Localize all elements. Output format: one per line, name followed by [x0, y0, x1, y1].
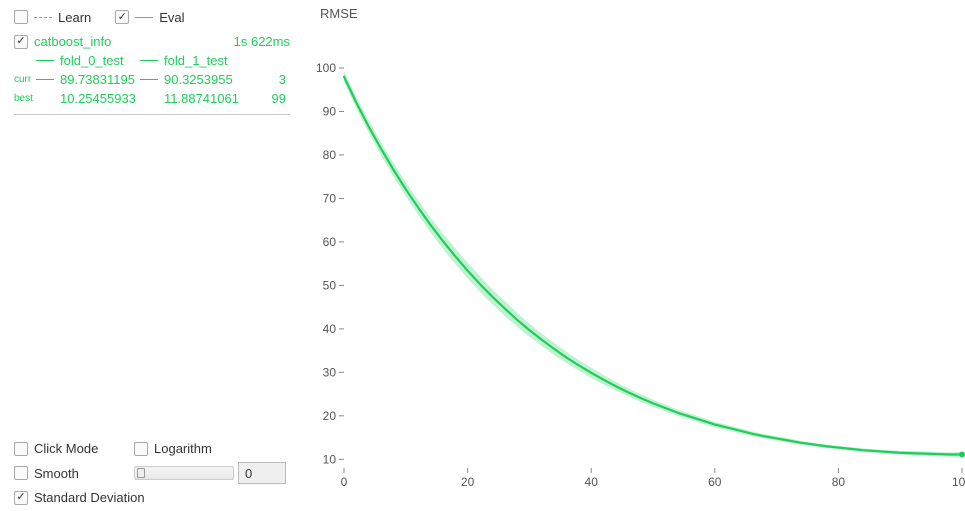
eval-label: Eval: [159, 10, 184, 25]
svg-text:100: 100: [952, 475, 965, 489]
svg-text:40: 40: [323, 322, 337, 336]
best-label: best: [14, 93, 36, 104]
svg-text:20: 20: [461, 475, 475, 489]
curr-row: curr 89.73831195 90.3253955 3: [14, 72, 290, 87]
fold-line-icon: [36, 79, 54, 80]
svg-text:40: 40: [585, 475, 599, 489]
run-name: catboost_info: [34, 34, 234, 49]
logarithm-checkbox[interactable]: [134, 442, 148, 456]
stddev-checkbox[interactable]: [14, 491, 28, 505]
rmse-chart[interactable]: 10 20 30 40 50 60 70 80 90 100 0 20 40 60 80 100: [300, 0, 965, 511]
solid-line-icon: [135, 17, 153, 18]
svg-text:50: 50: [323, 278, 337, 292]
series-type-legend: Learn Eval: [14, 6, 290, 28]
chart-panel: RMSE 102030405060708090100020406080100: [300, 0, 965, 511]
best-row: best 10.25455933 11.88741061 99: [14, 91, 290, 106]
svg-text:80: 80: [323, 148, 337, 162]
run-time: 1s 622ms: [234, 34, 290, 49]
fold-1-label: fold_1_test: [164, 53, 228, 68]
dashed-line-icon: [34, 17, 52, 18]
curr-label: curr: [14, 74, 36, 85]
logarithm-option[interactable]: Logarithm: [134, 441, 290, 456]
fold-line-icon: [36, 60, 54, 61]
legend-learn[interactable]: Learn: [14, 6, 91, 28]
stddev-label: Standard Deviation: [34, 490, 145, 505]
stddev-option[interactable]: Standard Deviation: [14, 490, 290, 505]
fold-line-icon: [140, 79, 158, 80]
svg-text:20: 20: [323, 409, 337, 423]
svg-text:30: 30: [323, 365, 337, 379]
fold-line-icon: [140, 60, 158, 61]
svg-text:70: 70: [323, 191, 337, 205]
smooth-label: Smooth: [34, 466, 79, 481]
svg-text:100: 100: [316, 61, 336, 75]
logarithm-label: Logarithm: [154, 441, 212, 456]
curr-fold1: 90.3253955: [164, 72, 233, 87]
learn-label: Learn: [58, 10, 91, 25]
options-panel: Click Mode Logarithm Smooth 0 Standa: [14, 441, 290, 505]
fold-header-row: fold_0_test fold_1_test: [14, 53, 290, 68]
fold-0-label: fold_0_test: [60, 53, 124, 68]
svg-text:90: 90: [323, 104, 337, 118]
smooth-slider[interactable]: [134, 466, 234, 480]
eval-checkbox[interactable]: [115, 10, 129, 24]
click-mode-checkbox[interactable]: [14, 442, 28, 456]
svg-text:0: 0: [341, 475, 348, 489]
smooth-value-input[interactable]: 0: [238, 462, 286, 484]
curr-fold0: 89.73831195: [60, 72, 135, 87]
smooth-slider-wrap: 0: [134, 462, 290, 484]
svg-text:60: 60: [323, 235, 337, 249]
svg-text:80: 80: [832, 475, 846, 489]
learn-checkbox[interactable]: [14, 10, 28, 24]
best-fold0: 10.25455933: [60, 91, 136, 106]
click-mode-label: Click Mode: [34, 441, 98, 456]
curr-step: 3: [244, 72, 290, 87]
svg-text:60: 60: [708, 475, 722, 489]
best-step: 99: [244, 91, 290, 106]
smooth-value: 0: [245, 466, 252, 481]
smooth-option[interactable]: Smooth: [14, 466, 134, 481]
best-fold1: 11.88741061: [164, 91, 239, 106]
run-row[interactable]: catboost_info 1s 622ms: [14, 34, 290, 49]
svg-text:10: 10: [323, 452, 337, 466]
smooth-checkbox[interactable]: [14, 466, 28, 480]
sidebar: Learn Eval catboost_info 1s 622ms fold_0…: [0, 0, 300, 511]
run-checkbox[interactable]: [14, 35, 28, 49]
legend-eval[interactable]: Eval: [115, 6, 184, 28]
click-mode-option[interactable]: Click Mode: [14, 441, 134, 456]
slider-thumb-icon[interactable]: [137, 468, 145, 478]
